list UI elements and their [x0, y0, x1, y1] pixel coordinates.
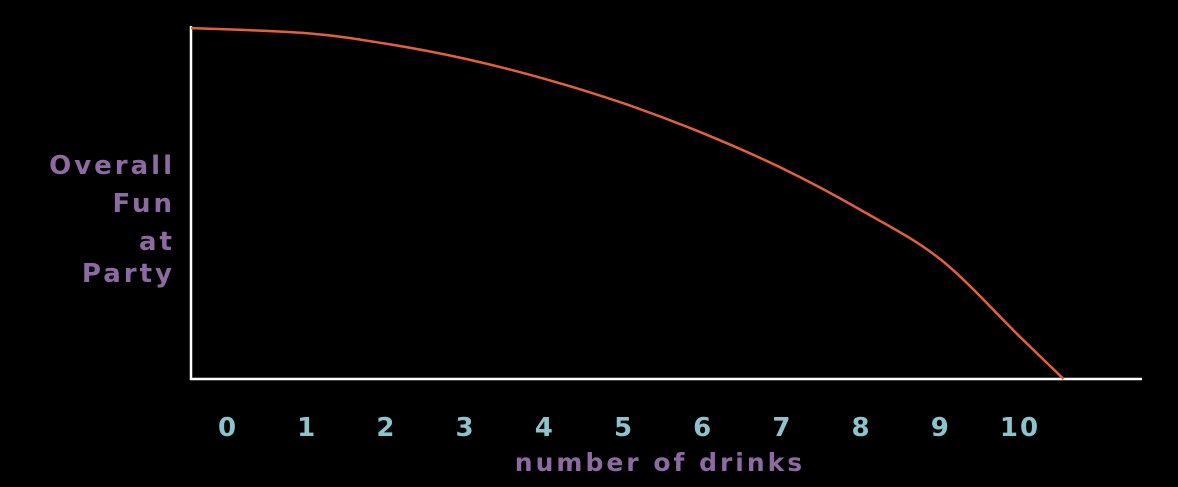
x-tick-label: 3 [456, 413, 476, 443]
x-tick-label: 2 [376, 413, 396, 443]
x-tick-label: 1 [297, 413, 317, 443]
y-axis-label: Overall Fun at Party [49, 151, 176, 289]
y-axis-label-line-1: Overall [49, 151, 175, 181]
x-axis-label: number of drinks [515, 448, 805, 477]
y-axis-label-line-3: at [139, 227, 175, 257]
x-tick-label: 9 [931, 413, 951, 443]
y-axis-label-line-2: Fun [113, 189, 176, 219]
x-tick-label: 8 [852, 413, 872, 443]
x-tick-label: 5 [614, 413, 634, 443]
x-axis-ticks: 0 1 2 3 4 5 6 7 8 9 10 [218, 413, 1040, 443]
x-tick-label: 7 [772, 413, 792, 443]
x-tick-label: 0 [218, 413, 238, 443]
x-tick-label: 10 [1000, 413, 1040, 443]
y-axis-label-line-4: Party [82, 259, 175, 289]
x-tick-label: 6 [693, 413, 713, 443]
x-tick-label: 4 [535, 413, 555, 443]
series-line [190, 26, 1065, 380]
